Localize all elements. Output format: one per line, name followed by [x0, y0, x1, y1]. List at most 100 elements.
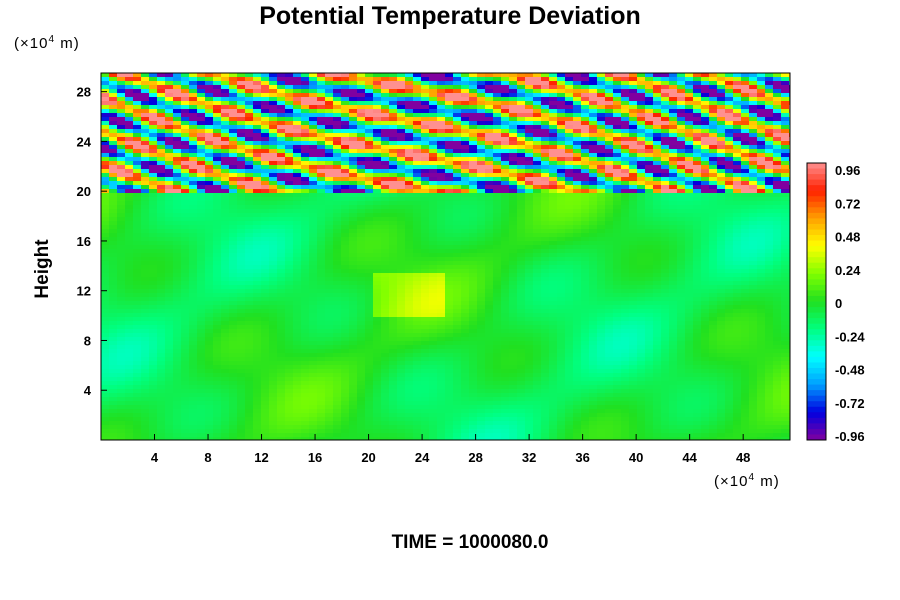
heatmap-cell [309, 277, 317, 281]
heatmap-cell [573, 245, 581, 249]
heatmap-cell [661, 129, 669, 133]
heatmap-cell [277, 181, 285, 185]
heatmap-cell [309, 293, 317, 297]
heatmap-cell [381, 221, 389, 225]
heatmap-cell [365, 133, 373, 137]
heatmap-cell [109, 181, 117, 185]
heatmap-cell [381, 277, 389, 281]
heatmap-cell [605, 97, 613, 101]
heatmap-cell [341, 257, 349, 261]
heatmap-cell [669, 289, 677, 293]
heatmap-cell [141, 77, 149, 81]
heatmap-cell [357, 145, 365, 149]
heatmap-cell [301, 153, 309, 157]
heatmap-cell [205, 165, 213, 169]
heatmap-cell [189, 165, 197, 169]
heatmap-cell [325, 213, 333, 217]
heatmap-cell [197, 273, 205, 277]
heatmap-cell [597, 177, 605, 181]
heatmap-cell [261, 289, 269, 293]
heatmap-cell [589, 229, 597, 233]
heatmap-cell [165, 93, 173, 97]
heatmap-cell [701, 77, 709, 81]
heatmap-cell [253, 133, 261, 137]
heatmap-cell [533, 293, 541, 297]
heatmap-cell [541, 177, 549, 181]
heatmap-cell [181, 237, 189, 241]
heatmap-cell [445, 233, 453, 237]
heatmap-cell [413, 129, 421, 133]
heatmap-cell [301, 209, 309, 213]
heatmap-cell [653, 149, 661, 153]
heatmap-cell [741, 173, 749, 177]
heatmap-cell [469, 285, 477, 289]
heatmap-cell [261, 185, 269, 189]
heatmap-cell [141, 225, 149, 229]
heatmap-cell [357, 85, 365, 89]
heatmap-cell [325, 249, 333, 253]
heatmap-cell [605, 105, 613, 109]
heatmap-cell [557, 249, 565, 253]
heatmap-cell [157, 145, 165, 149]
heatmap-cell [341, 281, 349, 285]
heatmap-cell [421, 157, 429, 161]
heatmap-cell [485, 125, 493, 129]
heatmap-cell [269, 273, 277, 277]
heatmap-cell [645, 217, 653, 221]
heatmap-cell [245, 73, 253, 77]
heatmap-cell [741, 125, 749, 129]
heatmap-cell [245, 281, 253, 285]
heatmap-cell [221, 273, 229, 277]
heatmap-cell [669, 237, 677, 241]
heatmap-cell [181, 241, 189, 245]
heatmap-cell [573, 289, 581, 293]
heatmap-cell [325, 133, 333, 137]
heatmap-cell [269, 289, 277, 293]
heatmap-cell [357, 213, 365, 217]
heatmap-cell [565, 277, 573, 281]
heatmap-cell [165, 153, 173, 157]
heatmap-cell [349, 261, 357, 265]
heatmap-cell [677, 297, 685, 301]
heatmap-cell [581, 125, 589, 129]
heatmap-cell [557, 221, 565, 225]
heatmap-cell [725, 73, 733, 77]
heatmap-cell [541, 85, 549, 89]
heatmap-cell [245, 253, 253, 257]
heatmap-cell [677, 269, 685, 273]
heatmap-cell [525, 97, 533, 101]
heatmap-cell [149, 161, 157, 165]
heatmap-cell [213, 117, 221, 121]
heatmap-cell [365, 209, 373, 213]
heatmap-cell [325, 109, 333, 113]
heatmap-cell [149, 181, 157, 185]
heatmap-cell [269, 217, 277, 221]
heatmap-cell [765, 121, 773, 125]
heatmap-cell [197, 249, 205, 253]
heatmap-cell [205, 225, 213, 229]
heatmap-cell [749, 157, 757, 161]
heatmap-cell [237, 173, 245, 177]
heatmap-cell [541, 273, 549, 277]
heatmap-cell [141, 101, 149, 105]
heatmap-cell [477, 77, 485, 81]
heatmap-cell [285, 173, 293, 177]
heatmap-cell [461, 261, 469, 265]
heatmap-cell [629, 93, 637, 97]
heatmap-cell [509, 109, 517, 113]
heatmap-cell [453, 285, 461, 289]
heatmap-cell [213, 97, 221, 101]
heatmap-cell [405, 113, 413, 117]
heatmap-cell [773, 153, 781, 157]
heatmap-cell [773, 277, 781, 281]
heatmap-cell [253, 253, 261, 257]
heatmap-cell [365, 221, 373, 225]
heatmap-cell [125, 121, 133, 125]
heatmap-cell [253, 301, 261, 305]
heatmap-cell [549, 193, 557, 197]
heatmap-cell [309, 117, 317, 121]
heatmap-cell [501, 165, 509, 169]
heatmap-cell [557, 237, 565, 241]
heatmap-cell [733, 217, 741, 221]
heatmap-cell [717, 265, 725, 269]
